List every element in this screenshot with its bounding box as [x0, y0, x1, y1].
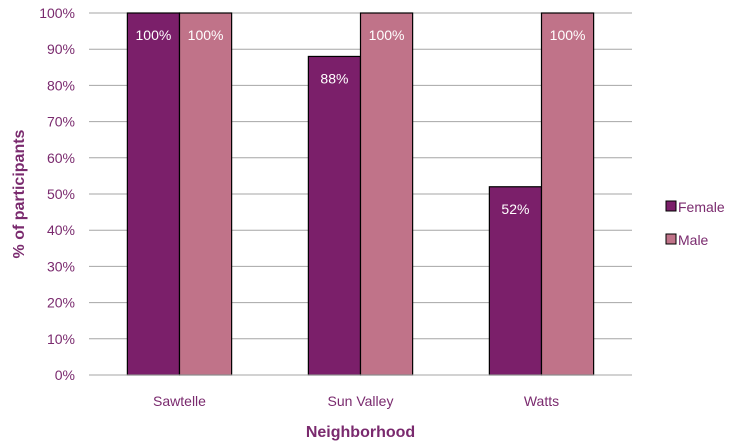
x-axis-tick-labels: Sawtelle Sun Valley Watts	[153, 393, 559, 409]
y-axis-title: % of participants	[11, 129, 28, 258]
data-label: 100%	[188, 27, 224, 43]
x-tick-label: Sawtelle	[153, 393, 206, 409]
bar-male	[178, 12, 233, 376]
bar-female	[126, 12, 181, 376]
legend-item-male: Male	[665, 232, 709, 248]
x-axis-title: Neighborhood	[306, 424, 415, 441]
bar-female	[307, 55, 362, 376]
bar-male	[540, 12, 595, 376]
legend-label: Female	[678, 199, 725, 215]
data-label: 88%	[320, 70, 348, 86]
bar-male	[359, 12, 414, 376]
data-label: 52%	[501, 201, 529, 217]
y-tick-label: 80%	[47, 77, 75, 93]
y-tick-label: 90%	[47, 41, 75, 57]
legend: Female Male	[665, 199, 725, 248]
data-label: 100%	[136, 27, 172, 43]
legend-item-female: Female	[665, 199, 725, 215]
y-tick-label: 70%	[47, 114, 75, 130]
y-tick-label: 50%	[47, 186, 75, 202]
data-labels: 100% 100% 88% 100% 52% 100%	[136, 27, 586, 217]
y-tick-label: 100%	[39, 5, 75, 21]
x-tick-label: Sun Valley	[328, 393, 394, 409]
y-tick-label: 40%	[47, 222, 75, 238]
legend-swatch	[665, 233, 677, 245]
y-tick-label: 20%	[47, 295, 75, 311]
legend-label: Male	[678, 232, 709, 248]
bars	[126, 12, 595, 376]
y-tick-label: 60%	[47, 150, 75, 166]
y-tick-label: 30%	[47, 258, 75, 274]
x-tick-label: Watts	[524, 393, 559, 409]
y-tick-label: 0%	[55, 367, 75, 383]
data-label: 100%	[369, 27, 405, 43]
y-tick-label: 10%	[47, 331, 75, 347]
data-label: 100%	[550, 27, 586, 43]
y-axis-tick-labels: 0% 10% 20% 30% 40% 50% 60% 70% 80% 90% 100%	[39, 5, 75, 383]
legend-swatch	[665, 200, 677, 212]
